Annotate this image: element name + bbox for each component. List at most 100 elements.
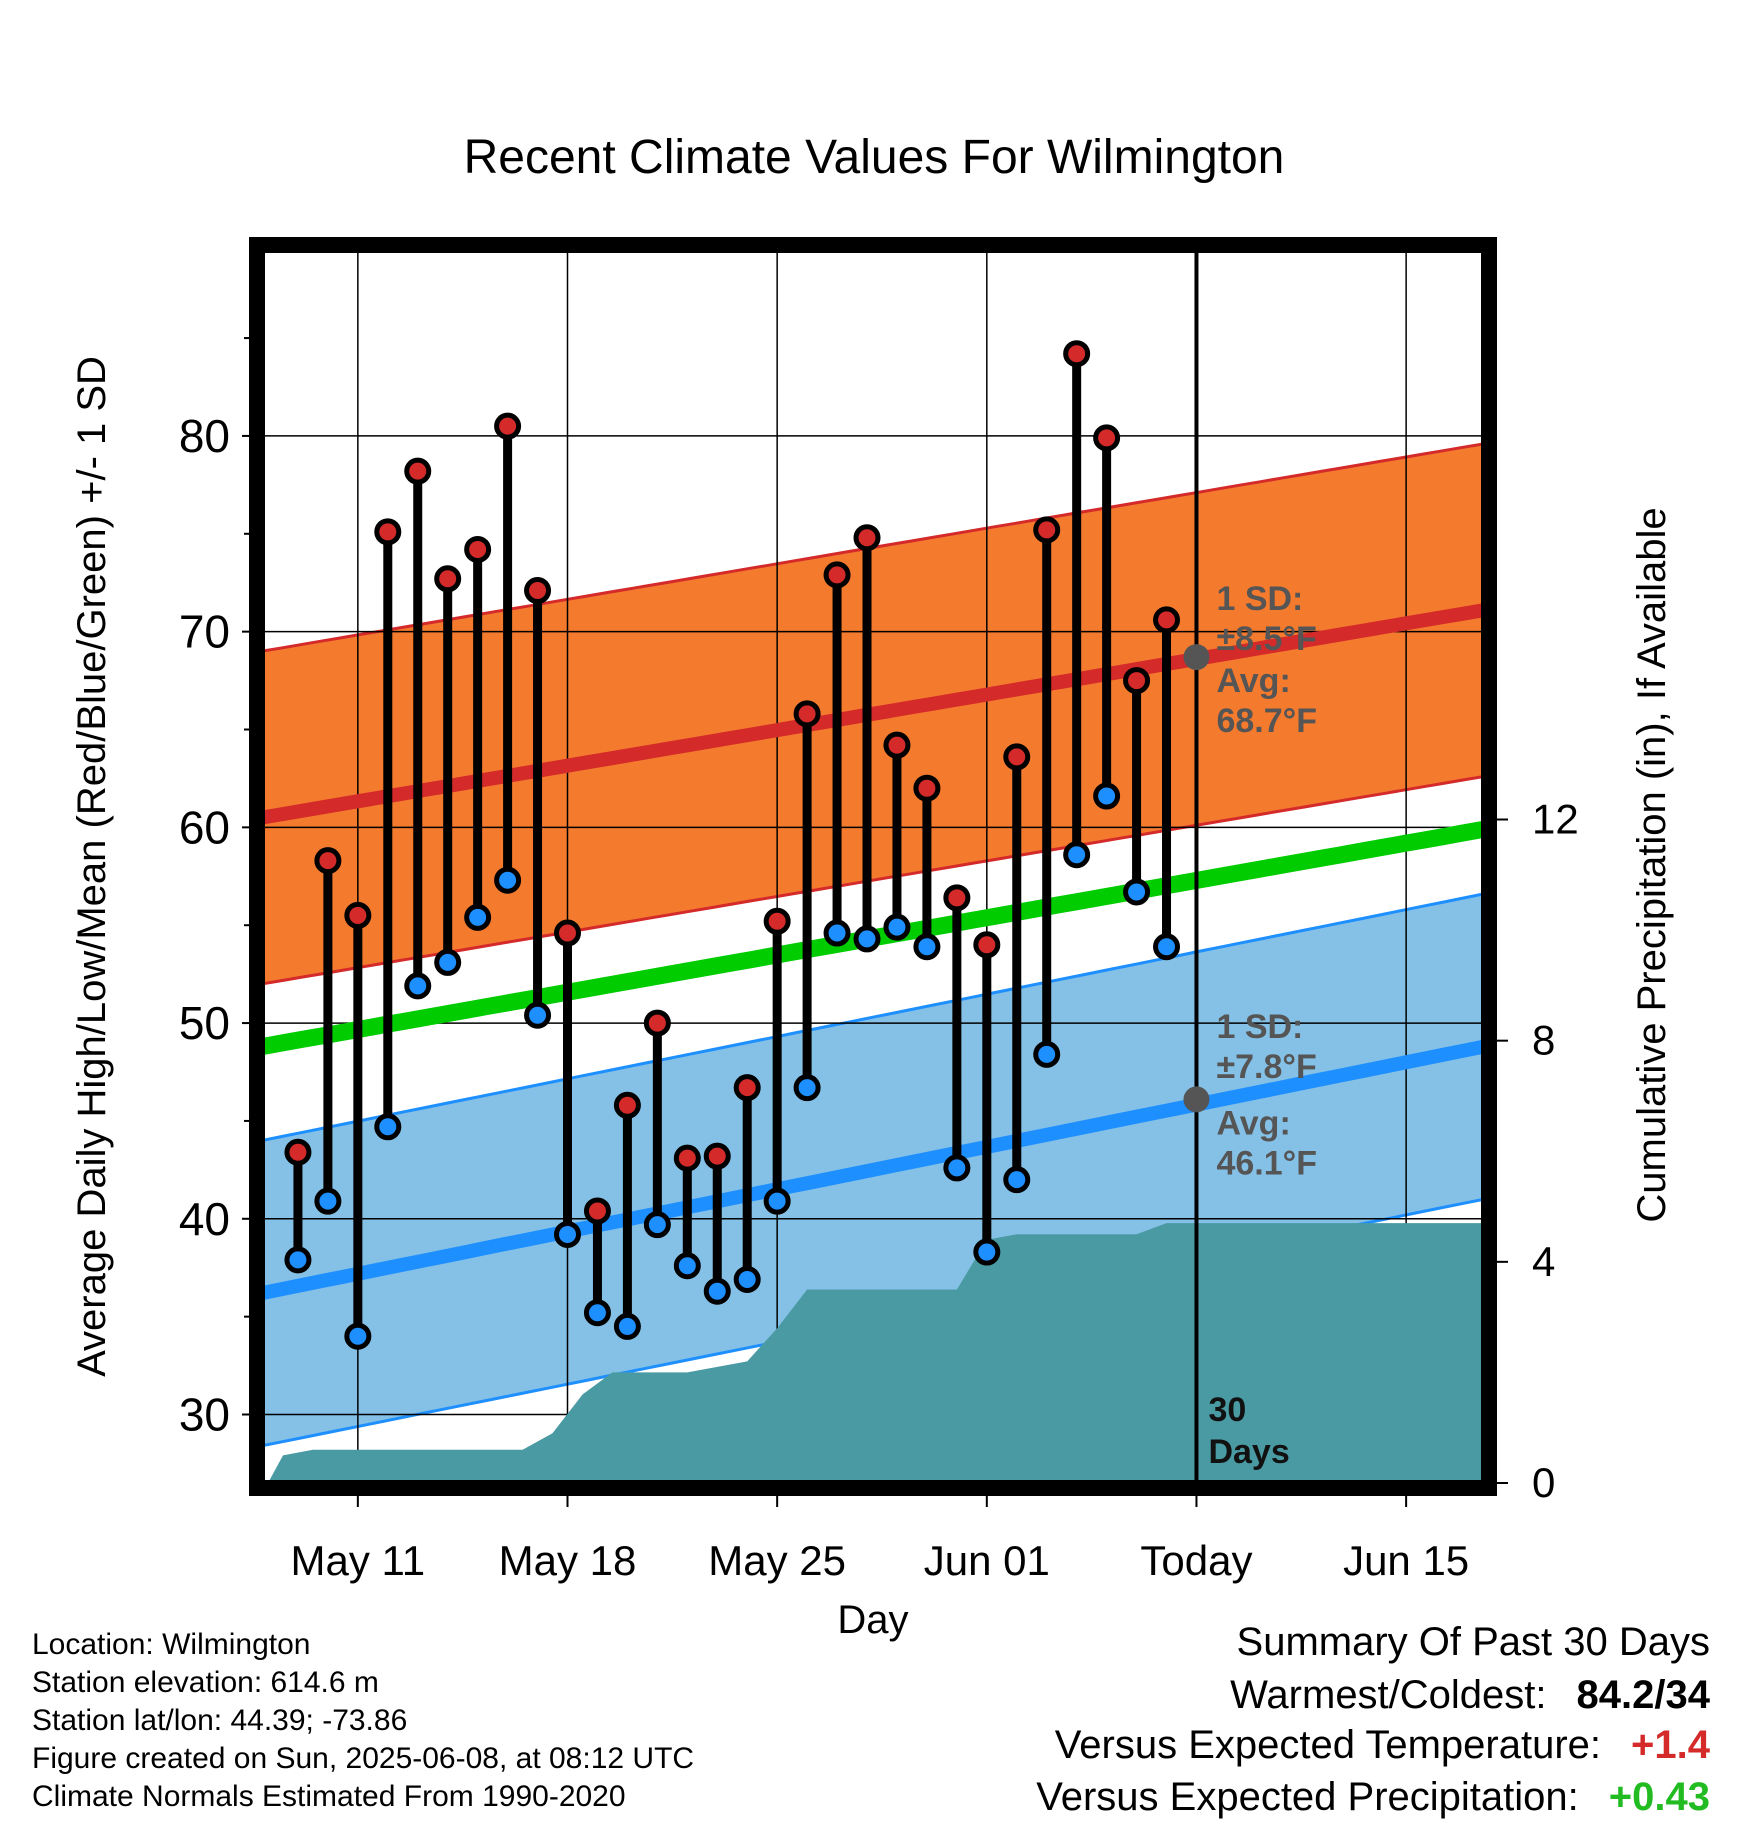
high-temp-point <box>1003 743 1031 771</box>
x-tick-label: Jun 15 <box>1343 1537 1469 1584</box>
created-text: Figure created on Sun, 2025-06-08, at 08… <box>32 1742 695 1775</box>
low-temp-point <box>763 1187 791 1215</box>
y-tick-label: 70 <box>179 606 230 658</box>
high-temp-point <box>1093 424 1121 452</box>
high-temp-point <box>344 901 372 929</box>
y2-tick-label: 0 <box>1532 1459 1555 1506</box>
low-temp-point <box>284 1246 312 1274</box>
y-tick-label: 30 <box>179 1389 230 1441</box>
high-temp-point <box>464 535 492 563</box>
days-label: 30 Days <box>1208 1391 1289 1471</box>
precip-area <box>268 1223 1484 1483</box>
high-temp-point <box>1153 606 1181 634</box>
high-temp-point <box>793 700 821 728</box>
low-temp-point <box>583 1299 611 1327</box>
high-temp-point <box>583 1197 611 1225</box>
x-tick-label: May 18 <box>499 1537 637 1584</box>
high-avg-marker <box>1183 644 1210 671</box>
low-temp-point <box>853 925 881 953</box>
y2-tick-label: 8 <box>1532 1017 1555 1064</box>
location-text: Location: Wilmington <box>32 1628 311 1661</box>
high-temp-point <box>763 907 791 935</box>
low-temp-point <box>434 948 462 976</box>
x-tick-label: May 25 <box>708 1537 846 1584</box>
latlon-text: Station lat/lon: 44.39; -73.86 <box>32 1704 408 1737</box>
summary-precip-value: +0.43 <box>1608 1775 1710 1819</box>
high-temp-point <box>434 565 462 593</box>
high-temp-point <box>673 1144 701 1172</box>
low-temp-point <box>464 903 492 931</box>
low-temp-point <box>673 1252 701 1280</box>
low-temp-point <box>554 1220 581 1248</box>
y-tick-label: 80 <box>179 410 230 462</box>
normal-low-line <box>262 1039 1484 1301</box>
high-temp-point <box>973 931 1001 959</box>
high-temp-point <box>613 1091 641 1119</box>
normals-text: Climate Normals Estimated From 1990-2020 <box>32 1780 626 1813</box>
x-tick-label: Jun 01 <box>924 1537 1050 1584</box>
high-temp-point <box>913 774 941 802</box>
low-temp-point <box>613 1312 641 1340</box>
low-temp-point <box>1063 841 1091 869</box>
y-tick-label: 40 <box>179 1193 230 1245</box>
low-temp-point <box>494 866 522 894</box>
low-temp-point <box>943 1154 971 1182</box>
high-temp-point <box>943 884 971 912</box>
y-tick-label: 60 <box>179 801 230 853</box>
low-temp-point <box>823 919 851 947</box>
high-temp-point <box>554 919 581 947</box>
low-temp-point <box>1003 1166 1031 1194</box>
low-temp-point <box>913 933 941 961</box>
low-temp-point <box>374 1113 402 1141</box>
low-temp-point <box>883 913 911 941</box>
high-temp-point <box>703 1142 731 1170</box>
summary-warmest-value: 84.2/34 <box>1576 1673 1710 1717</box>
elevation-text: Station elevation: 614.6 m <box>32 1666 379 1699</box>
low-temp-point <box>344 1322 372 1350</box>
low-sd-label: 1 SD: ±7.8°F <box>1216 1008 1316 1086</box>
high-avg-label: Avg: 68.7°F <box>1216 662 1317 740</box>
y2-tick-label: 4 <box>1532 1238 1555 1285</box>
high-temp-point <box>883 731 911 759</box>
low-temp-point <box>1153 933 1181 961</box>
summary-warmest-label: Warmest/Coldest: <box>1230 1673 1547 1717</box>
high-temp-point <box>374 518 402 546</box>
high-sd-lower-edge <box>262 775 1484 986</box>
summary-temp-label: Versus Expected Temperature: <box>1054 1723 1602 1767</box>
low-temp-point <box>643 1211 671 1239</box>
low-avg-marker <box>1183 1086 1210 1113</box>
summary-heading: Summary Of Past 30 Days <box>1236 1620 1710 1664</box>
high-temp-point <box>314 847 342 875</box>
y-tick-label: 50 <box>179 997 230 1049</box>
summary-temp-value: +1.4 <box>1631 1723 1710 1767</box>
y-axis-label: Average Daily High/Low/Mean (Red/Blue/Gr… <box>70 356 114 1377</box>
summary-warmest-row: Warmest/Coldest: 84.2/34 <box>1230 1673 1710 1718</box>
high-temp-point <box>404 457 432 485</box>
high-temp-point <box>1123 667 1151 695</box>
high-temp-point <box>1033 516 1061 544</box>
high-temp-point <box>524 577 552 605</box>
low-temp-point <box>703 1277 731 1305</box>
low-temp-point <box>1033 1040 1061 1068</box>
low-temp-point <box>314 1187 342 1215</box>
x-tick-label: Today <box>1140 1537 1252 1584</box>
summary-precip-row: Versus Expected Precipitation: +0.43 <box>1036 1775 1710 1820</box>
low-temp-point <box>973 1238 1001 1266</box>
x-tick-label: May 11 <box>291 1537 426 1584</box>
low-temp-point <box>1093 782 1121 810</box>
x-axis-label: Day <box>837 1598 908 1642</box>
high-temp-point <box>853 524 881 552</box>
high-temp-point <box>494 412 522 440</box>
low-temp-point <box>733 1265 761 1293</box>
low-sd-upper-edge <box>262 892 1484 1142</box>
low-avg-label: Avg: 46.1°F <box>1216 1104 1317 1182</box>
high-sd-label: 1 SD: ±8.5°F <box>1216 580 1316 658</box>
y2-tick-label: 12 <box>1532 796 1579 843</box>
high-temp-point <box>823 561 851 589</box>
high-temp-point <box>733 1074 761 1102</box>
normal-high-line <box>262 603 1484 825</box>
low-temp-point <box>793 1074 821 1102</box>
plot-frame <box>249 237 1497 1496</box>
chart-title: Recent Climate Values For Wilmington <box>463 131 1285 184</box>
